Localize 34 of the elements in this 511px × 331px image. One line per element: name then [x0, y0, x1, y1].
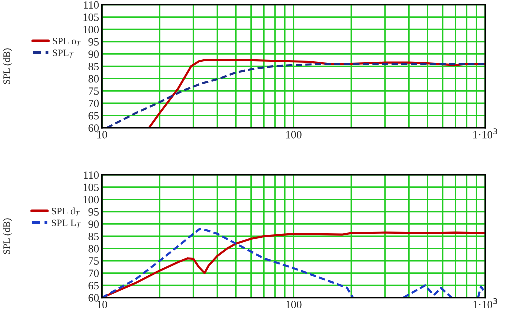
y-tick-label: 105: [84, 14, 99, 22]
y-tick-label: 75: [89, 258, 99, 266]
y-tick-label: 60: [88, 124, 99, 132]
y-tick-label: 80: [88, 245, 99, 253]
y-tick-label: 65: [88, 282, 99, 290]
y-tick-label: 90: [88, 220, 99, 228]
x-tick-label: 1·10$^{3}$: [474, 298, 498, 309]
y-tick-label: 90: [88, 50, 99, 58]
y-tick-label: 75: [89, 88, 99, 96]
y-tick-label: 95: [88, 208, 99, 216]
y-axis-title: SPL (dB): [3, 218, 12, 254]
y-tick-label: 110: [84, 172, 99, 180]
legend-label: SPL$_{T}$: [53, 50, 74, 58]
y-tick-label: 80: [88, 75, 99, 83]
y-tick-label: 65: [88, 112, 99, 120]
legend-label: SPL o$_{T}$: [53, 38, 82, 46]
x-tick-label: 1·10$^{3}$: [474, 128, 498, 139]
x-tick-label: 100: [286, 131, 302, 139]
y-tick-label: 100: [84, 26, 99, 34]
y-tick-label: 85: [88, 232, 99, 240]
y-tick-label: 60: [88, 294, 99, 302]
y-tick-label: 70: [89, 270, 99, 278]
legend-label: SPL d$_{T}$: [52, 208, 80, 216]
y-tick-label: 85: [88, 62, 99, 70]
x-tick-label: 10: [98, 301, 108, 308]
legend-label: SPL L$_{T}$: [52, 220, 82, 228]
y-tick-label: 95: [88, 38, 99, 46]
y-tick-label: 100: [84, 196, 99, 204]
y-tick-label: 110: [84, 1, 99, 9]
y-axis-title: SPL (dB): [3, 48, 12, 84]
y-tick-label: 70: [89, 100, 99, 108]
x-tick-label: 10: [98, 131, 108, 139]
x-tick-label: 100: [286, 301, 302, 308]
y-tick-label: 105: [84, 184, 99, 192]
